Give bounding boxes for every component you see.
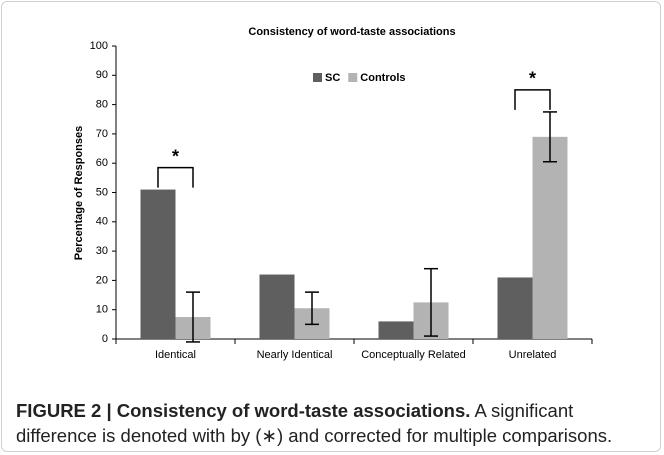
significance-bracket — [157, 166, 194, 188]
bar — [378, 321, 414, 339]
y-tick-label: 0 — [102, 333, 108, 345]
caption: FIGURE 2 | Consistency of word-taste ass… — [16, 398, 656, 448]
y-tick-label: 50 — [96, 186, 108, 198]
x-tick-label: Conceptually Related — [361, 349, 466, 361]
error-bar — [305, 291, 319, 326]
error-bar — [186, 291, 200, 343]
y-tick-label: 80 — [96, 99, 108, 111]
x-tick-label: Identical — [155, 349, 196, 361]
bar — [497, 277, 533, 339]
legend-label: SC — [325, 72, 340, 84]
error-bar — [543, 111, 557, 163]
caption-text: A significant difference is denoted with… — [16, 400, 613, 446]
error-bar — [424, 267, 438, 337]
bar — [259, 274, 295, 339]
x-tick-label: Nearly Identical — [257, 349, 333, 361]
chart-title: Consistency of word-taste associations — [248, 26, 455, 38]
y-tick-label: 60 — [96, 157, 108, 169]
y-axis-label: Percentage of Responses — [73, 126, 85, 261]
y-tick-label: 20 — [96, 274, 108, 286]
bar — [140, 189, 176, 339]
bar — [532, 136, 568, 339]
significance-bracket — [514, 89, 551, 110]
y-tick-label: 90 — [96, 69, 108, 81]
significance-mark: * — [529, 69, 536, 89]
legend-label: Controls — [360, 72, 405, 84]
y-tick-label: 30 — [96, 245, 108, 257]
y-tick-label: 70 — [96, 128, 108, 140]
y-tick-label: 100 — [90, 40, 108, 52]
significance-mark: * — [172, 146, 179, 166]
caption-label: FIGURE 2 | Consistency of word-taste ass… — [16, 400, 471, 421]
y-tick-label: 10 — [96, 304, 108, 316]
legend-swatch — [348, 73, 358, 82]
chart: Consistency of word-taste associations P… — [73, 26, 593, 361]
legend-swatch — [313, 73, 322, 82]
x-tick-label: Unrelated — [509, 349, 557, 361]
y-tick-label: 40 — [96, 216, 108, 228]
